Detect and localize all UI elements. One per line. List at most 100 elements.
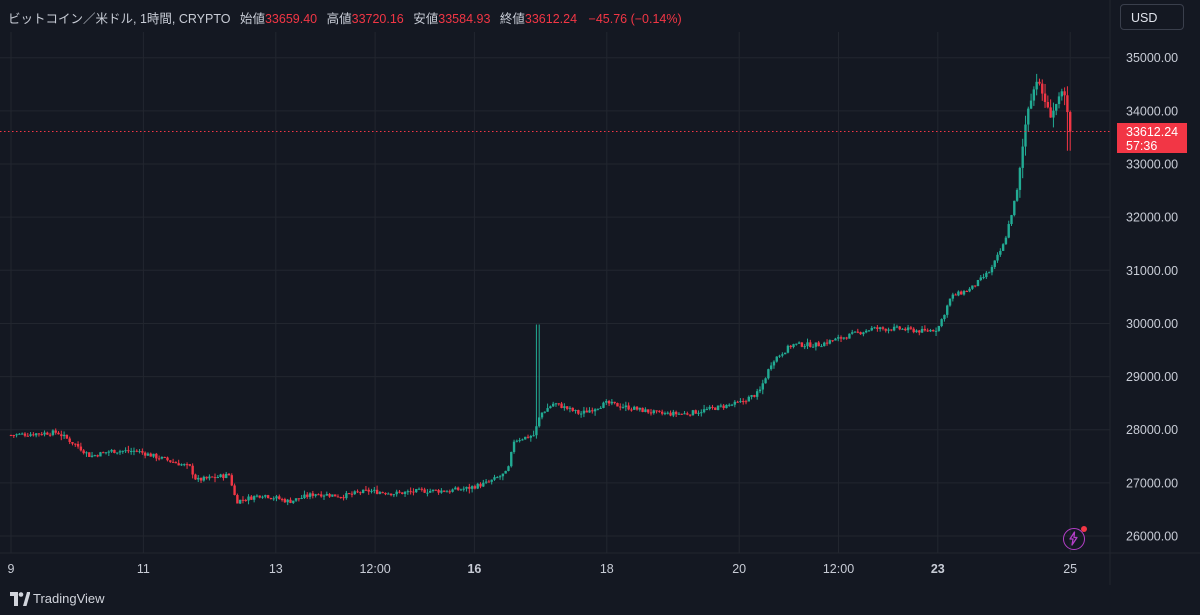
candle-body xyxy=(705,408,709,410)
candle-body xyxy=(585,410,588,413)
candle-body xyxy=(708,406,711,409)
candle-body xyxy=(370,490,373,492)
candle-body xyxy=(557,403,560,405)
candle-body xyxy=(957,291,960,296)
candle-body xyxy=(817,342,820,347)
candle-body xyxy=(839,337,843,339)
candle-body xyxy=(716,405,720,410)
y-tick-label: 34000.00 xyxy=(1126,104,1178,118)
candle-body xyxy=(127,450,130,452)
candle-body xyxy=(339,497,342,499)
candle-body xyxy=(736,401,739,403)
candle-body xyxy=(395,491,398,495)
y-tick-label: 28000.00 xyxy=(1126,423,1178,437)
candle-body xyxy=(99,452,102,457)
candle-body xyxy=(571,407,574,411)
candle-body xyxy=(901,328,904,330)
candle-body xyxy=(171,461,175,463)
bolt-icon[interactable] xyxy=(1063,526,1087,550)
candle-body xyxy=(797,342,801,344)
tradingview-logo-icon[interactable] xyxy=(10,592,30,606)
candle-body xyxy=(498,476,502,478)
candle-body xyxy=(238,499,242,504)
candle-body xyxy=(946,305,949,315)
candle-body xyxy=(806,342,809,347)
candle-body xyxy=(224,473,228,479)
candle-body xyxy=(275,496,278,499)
candle-body xyxy=(884,328,887,331)
candle-body xyxy=(918,330,921,333)
price-chart[interactable]: 35000.00 34000.00 33000.00 32000.00 31000.00… xyxy=(0,0,1200,585)
candle-body xyxy=(68,438,71,443)
candle-body xyxy=(423,489,426,493)
candle-body xyxy=(484,481,488,483)
candle-body xyxy=(820,346,823,348)
currency-button[interactable]: USD xyxy=(1120,4,1184,30)
candle-body xyxy=(607,401,611,404)
candle-body xyxy=(778,355,781,357)
candle-body xyxy=(878,327,882,329)
candle-body xyxy=(440,490,443,493)
candle-body xyxy=(789,345,792,348)
candle-body xyxy=(588,410,591,413)
candle-body xyxy=(141,451,144,453)
candle-body xyxy=(375,489,379,494)
candles xyxy=(9,73,1072,506)
tradingview-brand[interactable]: TradingView xyxy=(33,591,105,606)
candle-body xyxy=(582,410,586,414)
candle-body xyxy=(398,491,401,493)
candle-body xyxy=(85,452,88,454)
candle-body xyxy=(504,470,507,474)
candle-body xyxy=(76,443,80,447)
candle-body xyxy=(213,477,217,479)
candle-body xyxy=(1013,200,1016,216)
candle-body xyxy=(320,494,323,497)
candle-body xyxy=(596,408,600,410)
candle-body xyxy=(971,285,974,289)
candle-body xyxy=(476,483,479,489)
candle-body xyxy=(543,411,546,413)
candle-body xyxy=(985,272,988,278)
candle-body xyxy=(915,330,918,333)
candle-body xyxy=(426,492,429,494)
candle-body xyxy=(387,493,390,495)
candle-body xyxy=(909,327,913,329)
candle-body xyxy=(621,407,625,409)
candle-body xyxy=(180,464,183,466)
candle-body xyxy=(104,452,108,454)
candle-body xyxy=(46,432,49,435)
candle-body xyxy=(155,453,158,459)
candle-body xyxy=(102,452,105,454)
candle-body xyxy=(269,498,273,500)
candle-body xyxy=(34,433,38,436)
candle-body xyxy=(775,356,778,362)
candle-body xyxy=(912,328,915,333)
candle-body xyxy=(965,291,968,293)
candle-body xyxy=(1032,89,1036,101)
candle-body xyxy=(996,254,999,261)
candle-body xyxy=(680,413,683,415)
candle-body xyxy=(297,498,301,500)
candle-body xyxy=(149,453,152,457)
candle-body xyxy=(244,499,247,501)
close-label: 終値 xyxy=(499,12,525,26)
candle-body xyxy=(121,450,124,452)
candle-body xyxy=(856,331,860,333)
candle-body xyxy=(135,450,138,452)
candle-body xyxy=(71,442,74,444)
y-tick-label: 29000.00 xyxy=(1126,370,1178,384)
candle-body xyxy=(719,405,723,407)
candle-body xyxy=(317,494,320,496)
candle-body xyxy=(378,492,382,494)
candle-body xyxy=(437,490,440,493)
candle-body xyxy=(943,314,946,320)
candle-body xyxy=(948,298,952,306)
candle-body xyxy=(219,474,222,477)
open-value: 33659.40 xyxy=(264,12,318,26)
candle-body xyxy=(1027,108,1030,125)
candle-body xyxy=(442,490,446,492)
symbol-label[interactable]: ビットコイン／米ドル, 1時間, CRYPTO xyxy=(8,12,231,26)
candle-body xyxy=(904,328,907,331)
candle-body xyxy=(761,383,764,390)
candle-body xyxy=(308,493,312,497)
